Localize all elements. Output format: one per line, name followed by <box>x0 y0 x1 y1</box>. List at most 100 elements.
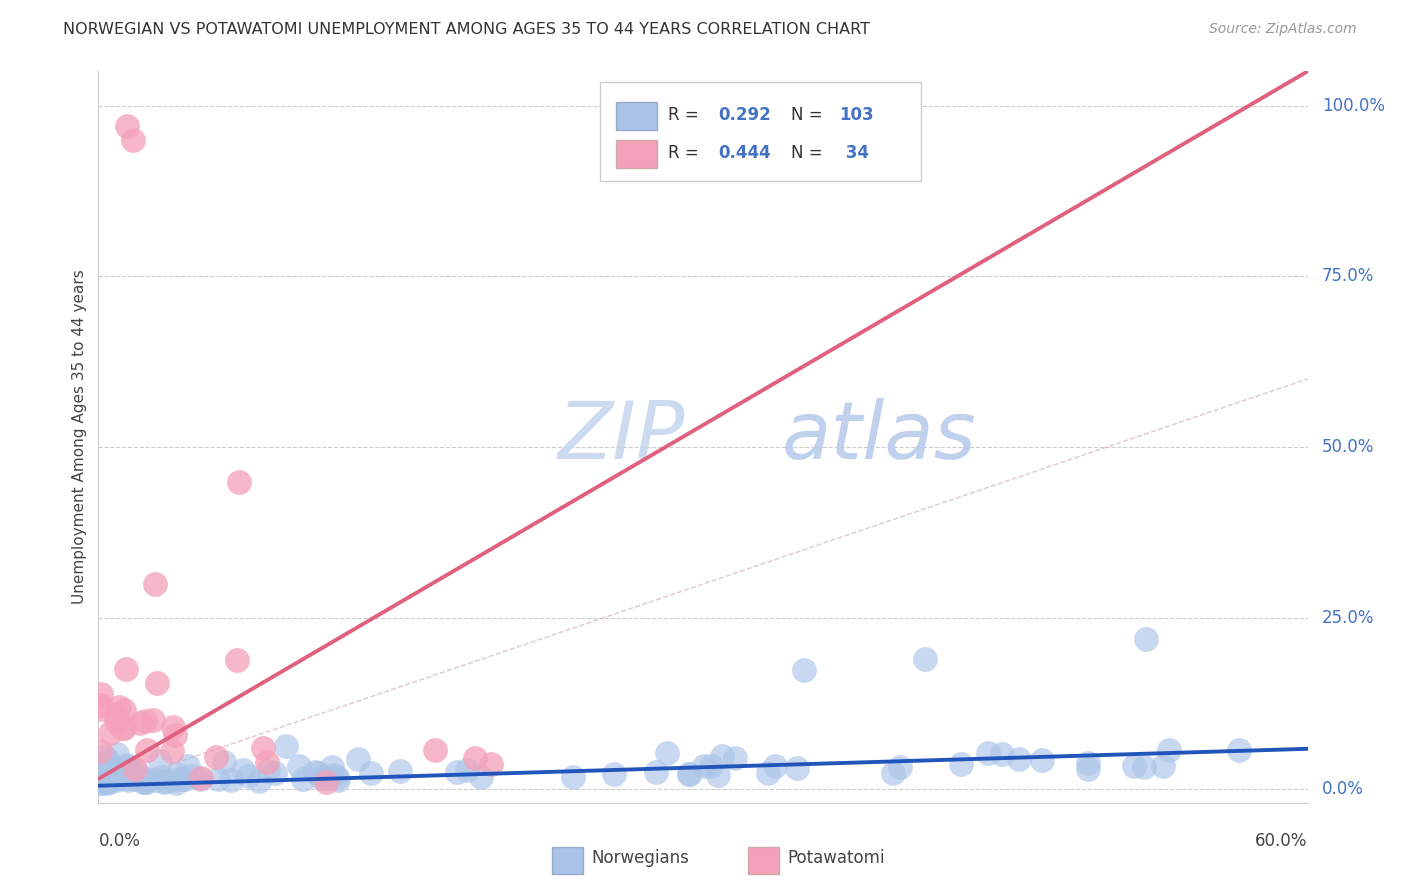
Point <box>707 767 730 781</box>
Point <box>97 774 120 789</box>
Point <box>1123 759 1146 773</box>
Point <box>108 765 131 780</box>
Point <box>423 742 446 756</box>
Point <box>882 765 904 780</box>
Text: 0.444: 0.444 <box>718 145 772 162</box>
Point <box>990 747 1012 761</box>
Point <box>977 746 1000 760</box>
Text: R =: R = <box>668 145 699 162</box>
Point <box>645 765 668 780</box>
Point <box>128 715 150 730</box>
Point <box>124 772 146 786</box>
Text: N =: N = <box>792 145 823 162</box>
Point <box>238 769 260 783</box>
Point <box>134 714 156 728</box>
Point <box>274 739 297 754</box>
Point <box>90 698 112 712</box>
Point <box>304 764 326 779</box>
Point <box>311 772 333 786</box>
Text: 0.0%: 0.0% <box>98 832 141 850</box>
Point <box>315 772 337 786</box>
Point <box>1133 760 1156 774</box>
Bar <box>551 847 583 874</box>
Point <box>763 759 786 773</box>
Text: 34: 34 <box>839 145 869 162</box>
Point <box>786 761 808 775</box>
Point <box>153 775 176 789</box>
Point <box>470 771 492 785</box>
Text: 75.0%: 75.0% <box>1322 268 1375 285</box>
Point <box>464 751 486 765</box>
Point <box>155 774 177 789</box>
Text: R =: R = <box>668 106 699 124</box>
Point <box>1008 752 1031 766</box>
Point <box>97 753 120 767</box>
Point <box>321 759 343 773</box>
Point <box>170 772 193 786</box>
Point <box>90 687 112 701</box>
Point <box>100 763 122 777</box>
Bar <box>748 847 779 874</box>
Point <box>125 763 148 777</box>
Text: NORWEGIAN VS POTAWATOMI UNEMPLOYMENT AMONG AGES 35 TO 44 YEARS CORRELATION CHART: NORWEGIAN VS POTAWATOMI UNEMPLOYMENT AMO… <box>63 22 870 37</box>
Point <box>111 721 134 735</box>
Point <box>115 119 138 133</box>
Point <box>693 759 716 773</box>
Point <box>104 773 127 788</box>
Point <box>96 774 118 789</box>
Point <box>112 721 135 735</box>
Text: 50.0%: 50.0% <box>1322 438 1375 457</box>
Point <box>117 771 139 785</box>
Point <box>134 772 156 786</box>
Point <box>166 767 188 781</box>
Point <box>96 776 118 790</box>
Point <box>288 759 311 773</box>
Point <box>793 663 815 677</box>
Point <box>225 653 247 667</box>
Point <box>163 772 186 787</box>
Point <box>950 756 973 771</box>
Point <box>360 765 382 780</box>
Point <box>603 767 626 781</box>
Point <box>90 776 112 790</box>
Point <box>188 772 211 787</box>
Point <box>98 771 121 785</box>
Point <box>889 759 911 773</box>
Point <box>657 747 679 761</box>
Point <box>90 775 112 789</box>
Text: ZIP: ZIP <box>558 398 685 476</box>
Point <box>291 772 314 787</box>
Point <box>145 773 167 788</box>
Point <box>389 764 412 778</box>
Point <box>105 747 128 761</box>
Bar <box>616 140 657 168</box>
Point <box>96 764 118 779</box>
Point <box>207 772 229 787</box>
Text: N =: N = <box>792 106 823 124</box>
Point <box>135 743 157 757</box>
Text: 25.0%: 25.0% <box>1322 609 1375 627</box>
Point <box>134 774 156 789</box>
Point <box>181 769 204 783</box>
Point <box>205 750 228 764</box>
Point <box>1077 763 1099 777</box>
Point <box>142 713 165 727</box>
Point <box>124 762 146 776</box>
Point <box>481 757 503 772</box>
Point <box>678 767 700 781</box>
Point <box>256 756 278 770</box>
Point <box>89 763 111 777</box>
Point <box>94 774 117 789</box>
Point <box>135 772 157 787</box>
Point <box>232 763 254 777</box>
Point <box>135 772 157 787</box>
Point <box>700 758 723 772</box>
Point <box>149 754 172 768</box>
Point <box>98 725 121 739</box>
Text: 60.0%: 60.0% <box>1256 832 1308 850</box>
Point <box>678 766 700 780</box>
Point <box>150 770 173 784</box>
Text: Potawatomi: Potawatomi <box>787 849 886 867</box>
Point <box>97 758 120 772</box>
Point <box>322 768 344 782</box>
